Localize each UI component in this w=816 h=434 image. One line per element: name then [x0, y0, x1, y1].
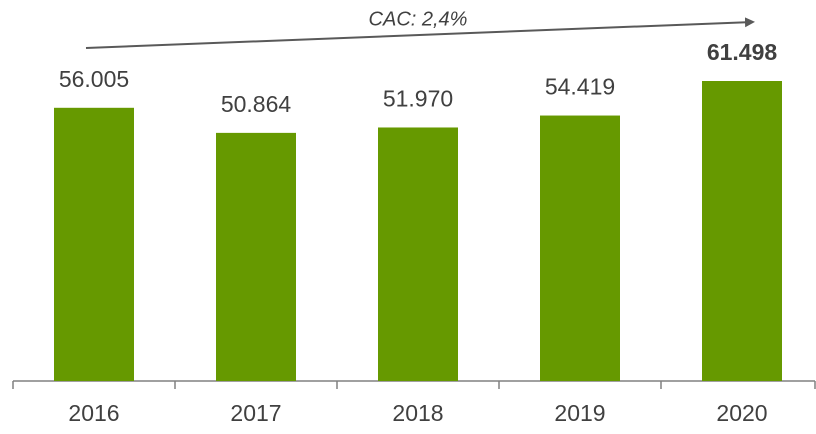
bar	[702, 81, 782, 381]
x-tick-label: 2019	[554, 400, 605, 426]
x-tick-label: 2020	[716, 400, 767, 426]
trend-arrow	[85, 17, 755, 49]
value-label: 56.005	[59, 66, 129, 92]
value-label: 61.498	[707, 39, 778, 65]
bar	[378, 127, 458, 382]
value-label: 51.970	[383, 86, 453, 112]
bar	[540, 115, 620, 381]
bar	[216, 132, 296, 381]
value-label: 54.419	[545, 74, 615, 100]
annotation: CAC: 2,4%	[369, 8, 468, 30]
bar	[54, 107, 134, 381]
x-tick-label: 2018	[392, 400, 443, 426]
value-label: 50.864	[221, 91, 292, 117]
x-tick-label: 2016	[68, 400, 119, 426]
x-tick-label: 2017	[230, 400, 281, 426]
